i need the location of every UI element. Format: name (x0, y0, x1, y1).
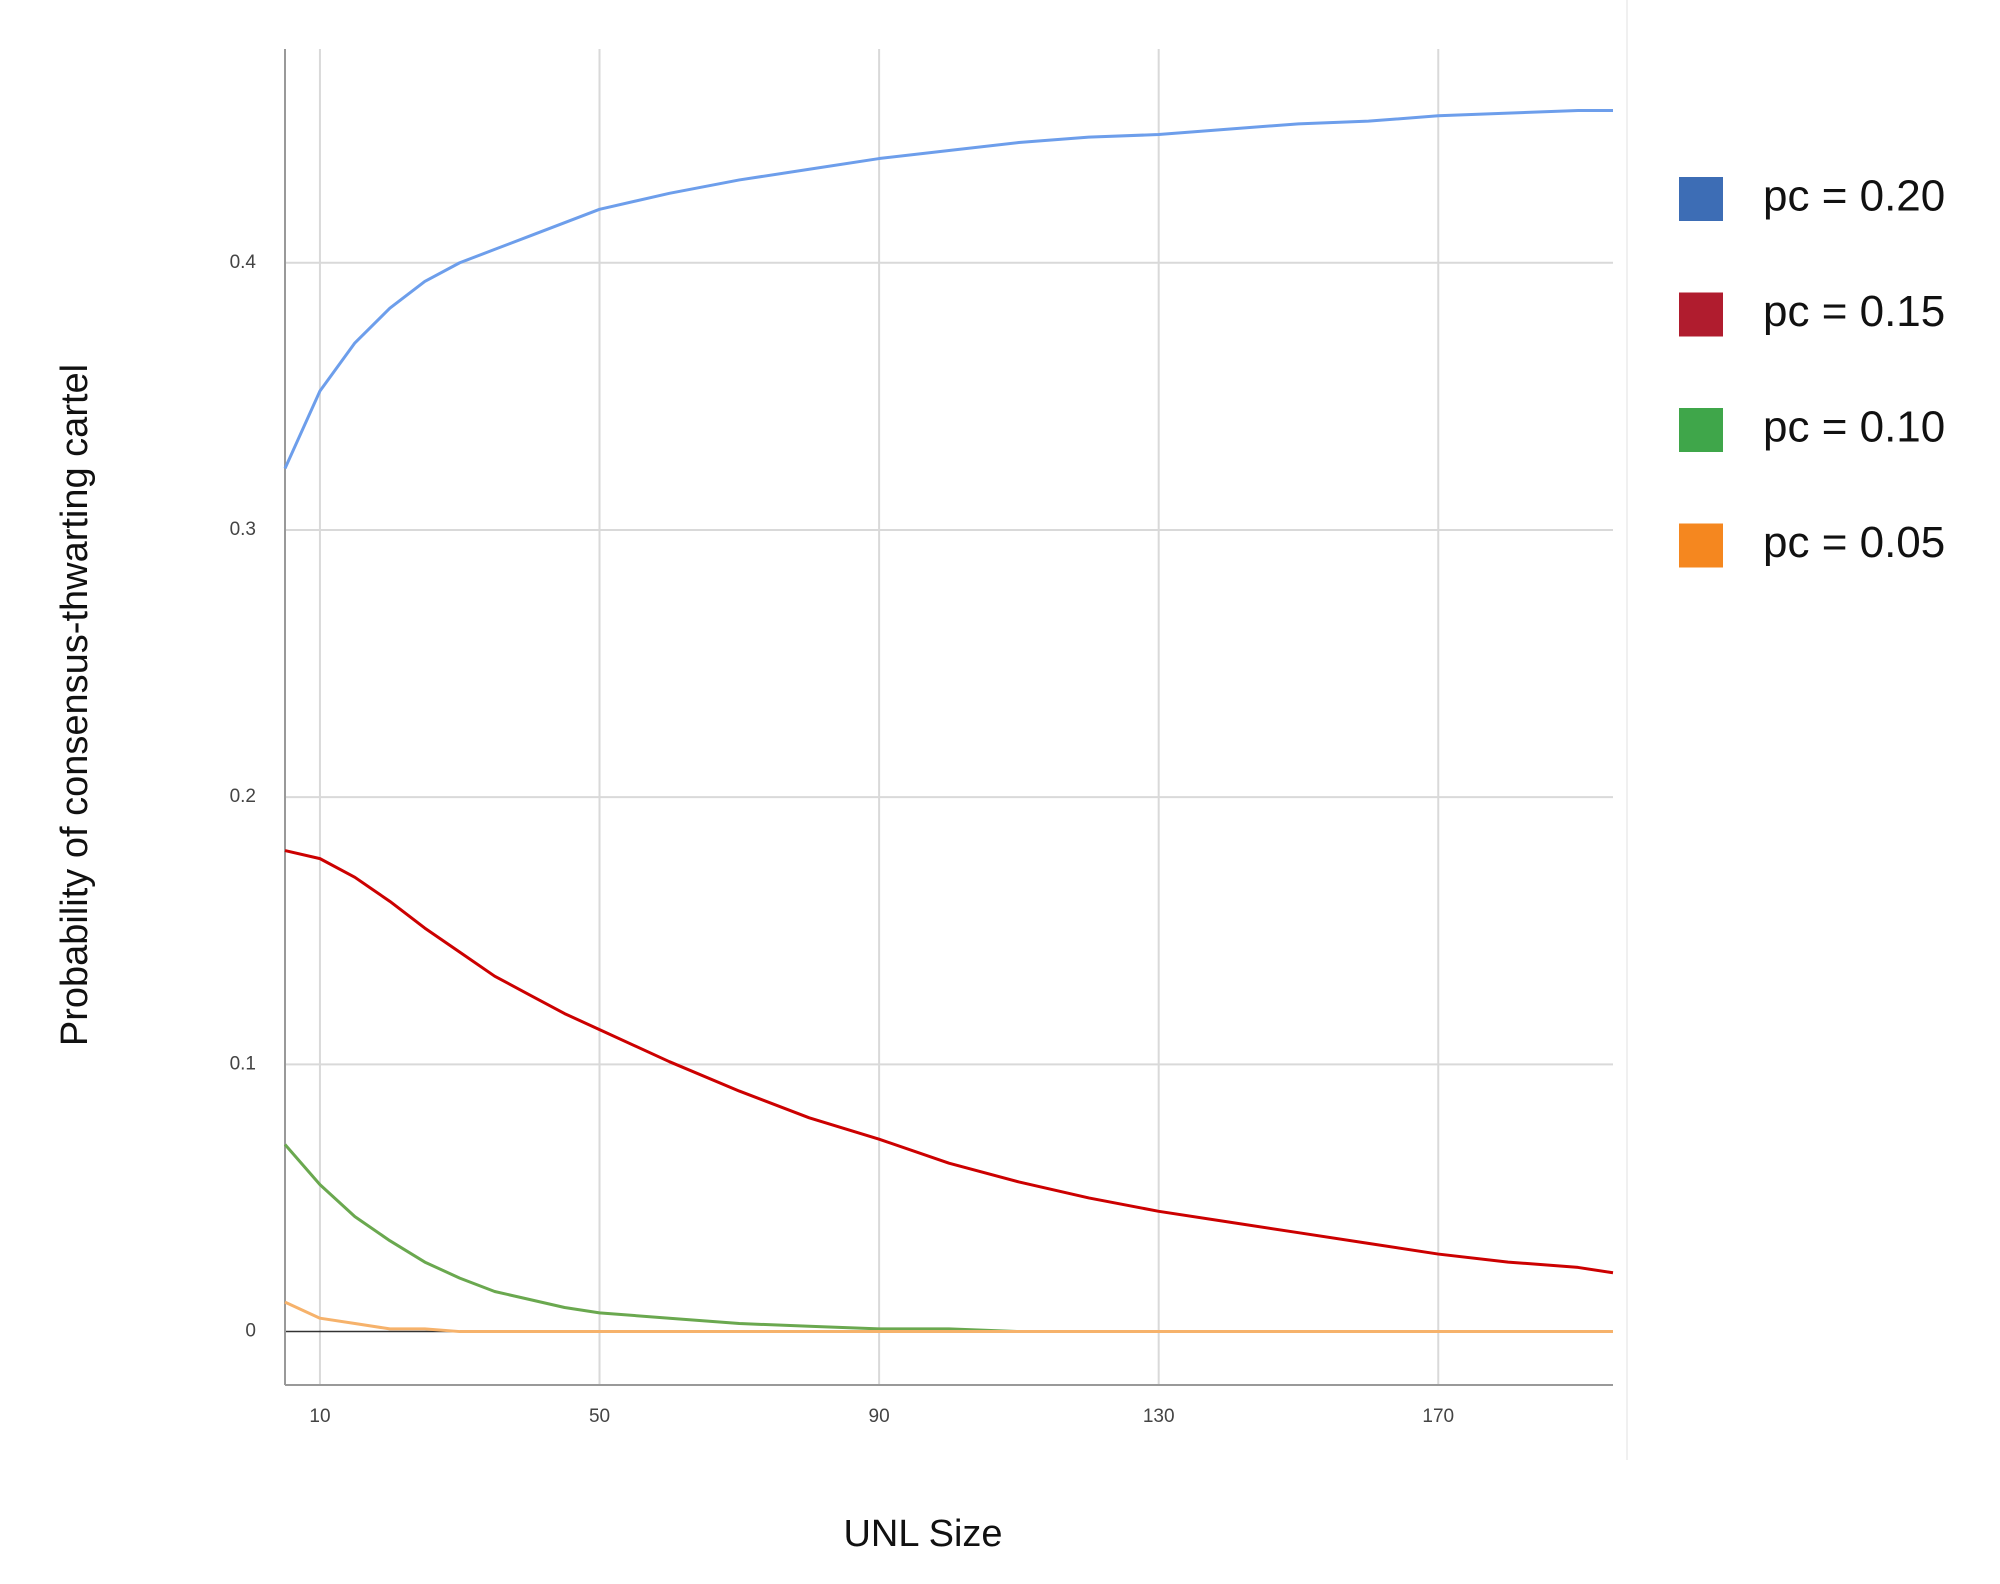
y-axis-title: Probability of consensus-thwarting carte… (54, 364, 96, 1046)
legend-label: pc = 0.15 (1763, 287, 1945, 336)
y-tick-label: 0.2 (230, 786, 256, 807)
legend-swatch (1679, 408, 1723, 452)
series-line (283, 108, 1613, 470)
x-tick-label: 90 (869, 1406, 890, 1427)
x-tick-label: 170 (1422, 1406, 1454, 1427)
y-tick-label: 0.4 (230, 252, 257, 273)
y-tick-label: 0.1 (230, 1053, 256, 1074)
series-line (284, 1300, 1613, 1334)
legend-label: pc = 0.20 (1763, 172, 1945, 221)
legend-swatch (1679, 292, 1723, 337)
x-tick-label: 130 (1143, 1406, 1175, 1427)
legend-swatch (1679, 177, 1723, 221)
legend-label: pc = 0.10 (1763, 403, 1945, 452)
y-tick-label: 0.3 (230, 519, 256, 540)
x-tick-label: 50 (589, 1406, 610, 1427)
y-tick-label: 0 (245, 1321, 256, 1342)
series-line (283, 1143, 1613, 1334)
x-axis-title: UNL Size (843, 1513, 1002, 1555)
x-tick-label: 10 (309, 1406, 330, 1427)
series-line (284, 849, 1614, 1275)
legend-swatch (1679, 523, 1723, 568)
legend-label: pc = 0.05 (1763, 518, 1945, 567)
